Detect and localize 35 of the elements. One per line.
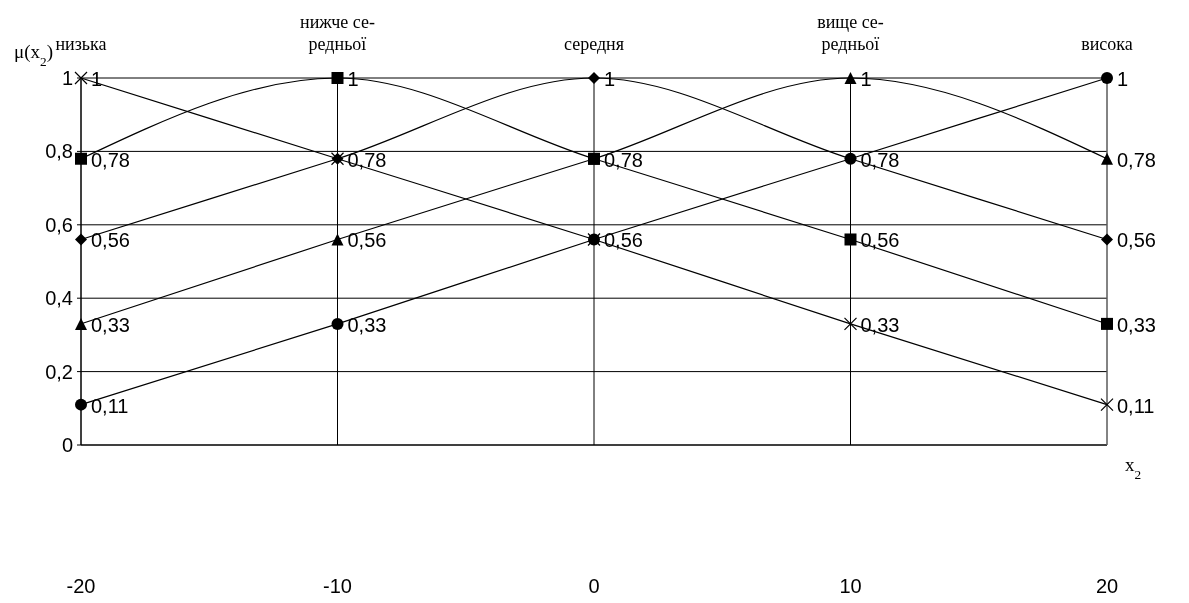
- y-axis-title: μ(x$_{2}$): [14, 41, 53, 69]
- y-tick-label: 0,8: [45, 140, 73, 163]
- data-label: 0,78: [1117, 148, 1156, 171]
- x-axis-title: x$_{2}$: [1125, 454, 1142, 482]
- series-label: низька: [55, 34, 107, 54]
- x-tick-label: 10: [839, 575, 862, 597]
- x-tick-label: 20: [1095, 575, 1119, 597]
- data-label: 0,78: [860, 148, 900, 171]
- data-label: 0,56: [347, 229, 387, 252]
- data-label: 0,78: [604, 148, 643, 171]
- series-label: вище се-редньої: [817, 12, 884, 54]
- series-label: висока: [1081, 34, 1133, 54]
- data-label: 0,78: [91, 148, 130, 171]
- data-label: 0,56: [604, 229, 643, 252]
- data-label: 0,11: [91, 394, 129, 417]
- data-label: 0,11: [1117, 394, 1155, 417]
- x-tick-label: 0: [588, 575, 600, 597]
- data-label: 0,33: [860, 313, 900, 336]
- data-label: 0,56: [860, 229, 900, 252]
- y-tick-label: 0,6: [45, 213, 73, 236]
- data-label: 0,78: [347, 148, 387, 171]
- data-label: 0,33: [91, 313, 130, 336]
- data-label: 0,56: [91, 229, 130, 252]
- series-label: середня: [563, 34, 625, 54]
- series-label: нижче се-редньої: [300, 12, 375, 54]
- data-label: 0,33: [347, 313, 387, 336]
- data-label: 1: [1117, 68, 1129, 90]
- data-label: 0,33: [1117, 313, 1156, 336]
- x-tick-label: -20: [66, 575, 96, 597]
- y-tick-label: 0,2: [45, 360, 73, 383]
- y-tick-label: 1: [61, 67, 73, 89]
- y-tick-label: 0,4: [45, 287, 73, 310]
- data-label: 0,56: [1117, 229, 1156, 252]
- y-tick-label: 0: [61, 434, 73, 456]
- x-tick-label: -10: [323, 575, 352, 597]
